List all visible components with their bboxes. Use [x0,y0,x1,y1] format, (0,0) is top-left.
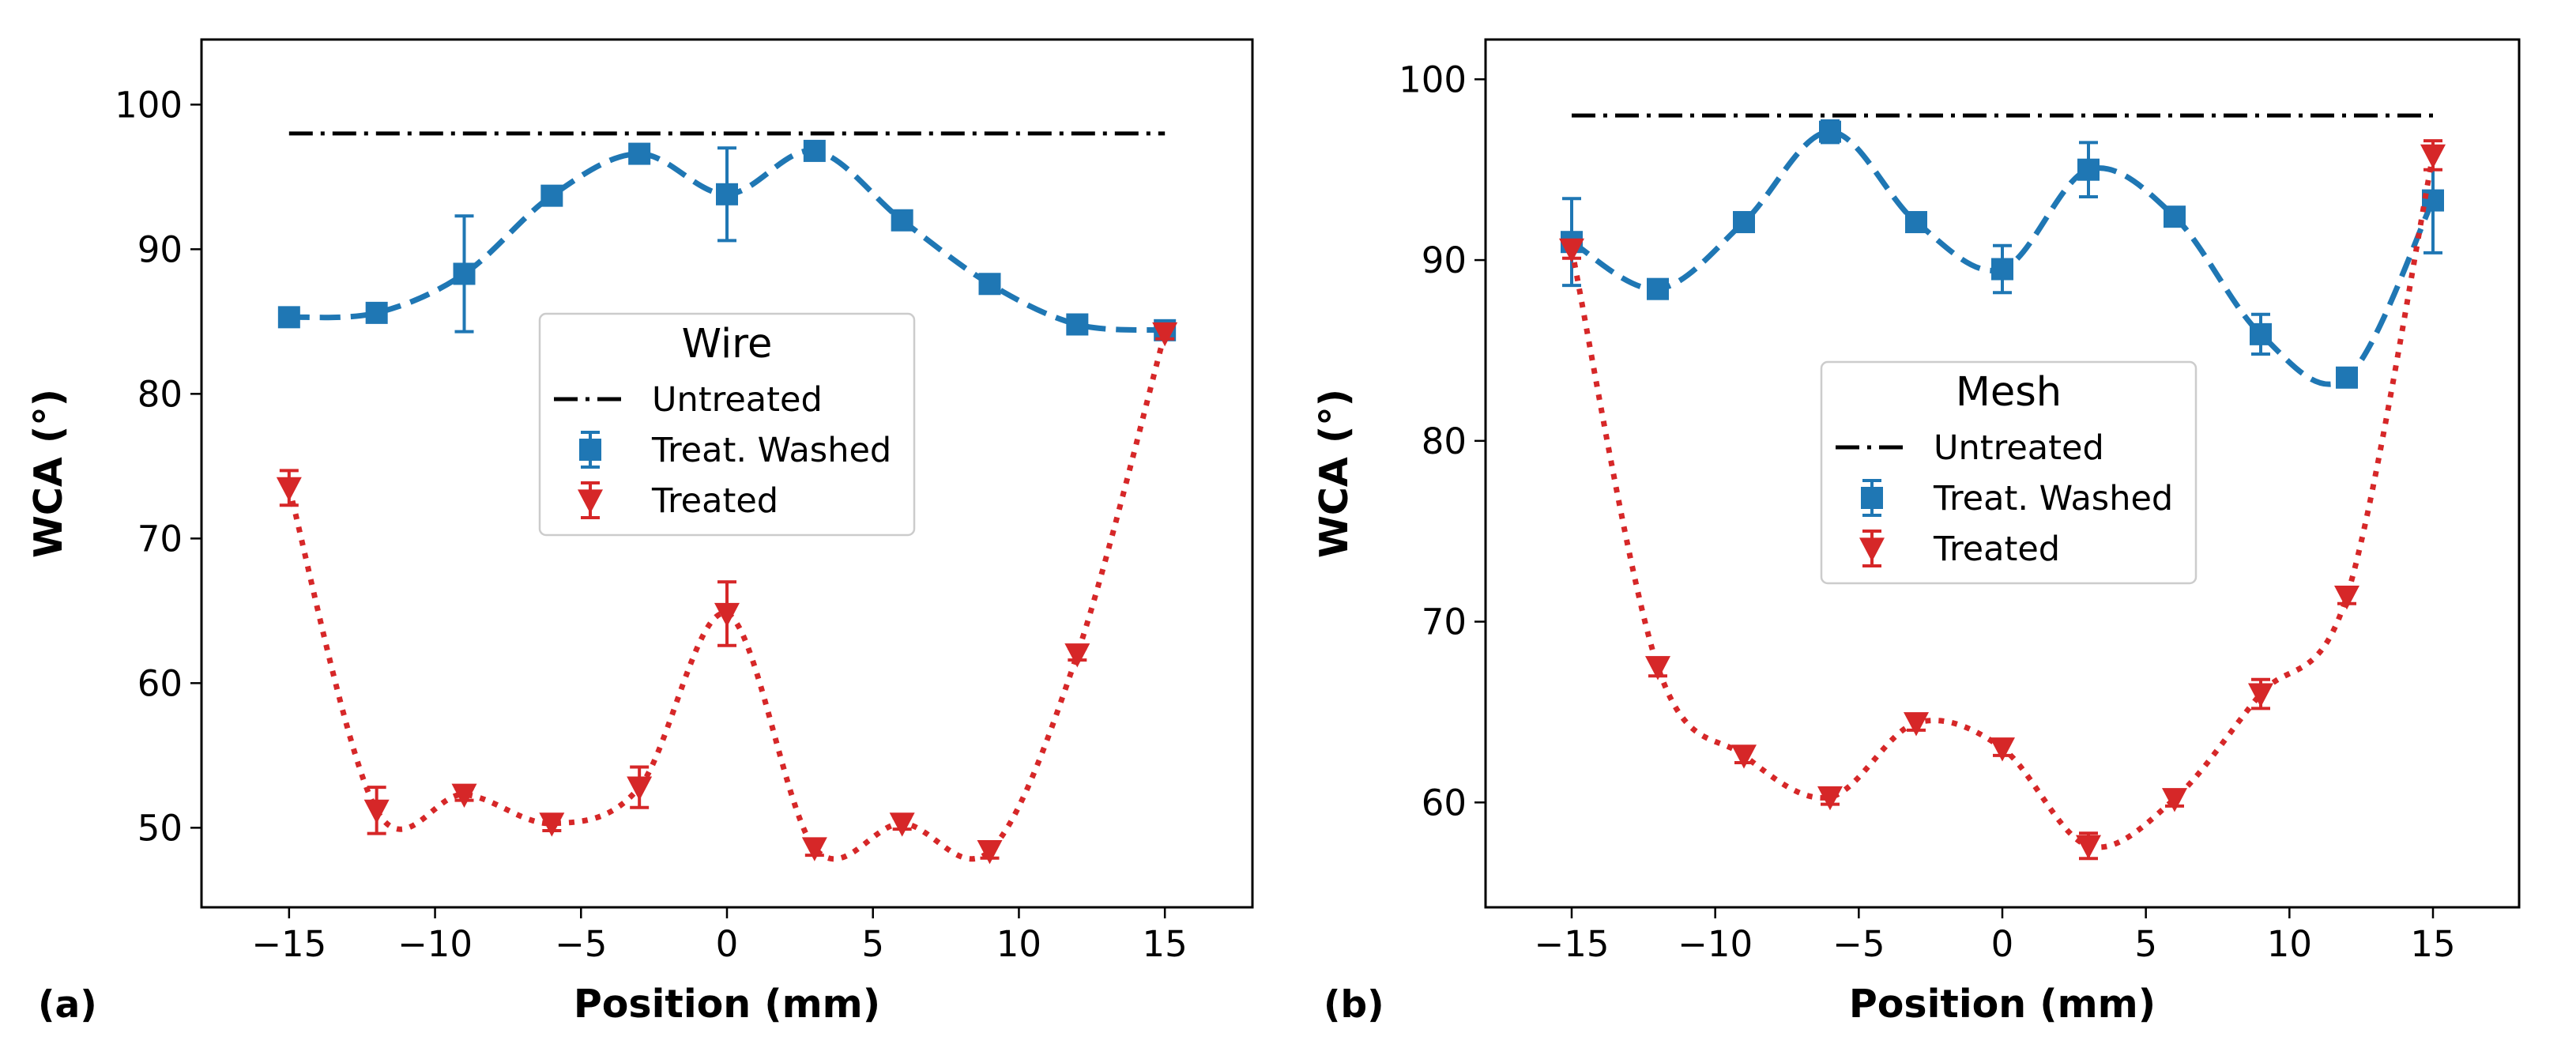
data-point [363,799,390,824]
data-point [1647,277,1669,300]
data-point [1904,712,1929,737]
legend-title: Mesh [1956,369,2062,416]
x-tick-label: 5 [2134,923,2157,965]
y-tick-label: 70 [137,518,183,560]
chart-panel-2: −15 −10 −5 0 5 10 15 60 70 80 90 100 Position (mm) WC… [1312,38,2521,1027]
data-point [891,209,913,232]
y-tick-label: 90 [137,228,183,270]
x-tick-label: 5 [861,923,884,965]
data-point [803,139,826,162]
y-tick-label: 70 [1422,601,1467,643]
x-tick-label: −10 [1678,923,1753,965]
legend-marker [579,439,601,461]
data-point [277,306,300,329]
data-point [977,840,1003,865]
chart-panel-1: −15 −10 −5 0 5 10 15 50 60 70 80 90 100 Position (mm)… [26,38,1254,1027]
y-tick-label: 90 [1422,239,1467,281]
data-point [2164,205,2186,228]
data-point [2076,835,2101,860]
data-point [1152,322,1178,347]
data-point [1559,238,1584,263]
legend-label: Treat. Washed [651,431,891,470]
data-point [1817,786,1843,811]
data-point [1645,656,1670,680]
legend-label: Treat. Washed [1933,479,2173,518]
panel-label: (a) [38,983,97,1027]
y-tick-label: 50 [137,807,183,849]
legend-label: Treated [1933,530,2060,569]
legend: Wire Untreated Treat. Washed Treated [538,312,916,537]
data-point [978,273,1001,296]
y-tick-label: 80 [1422,420,1467,462]
x-tick-label: −15 [251,923,326,965]
x-axis-label: Position (mm) [574,982,880,1027]
x-tick-label: 0 [1991,923,2014,965]
data-point [1991,258,2013,281]
y-tick-label: 100 [1399,58,1467,100]
data-point [714,602,740,628]
series-treated [1559,139,2446,861]
data-point [1733,211,1755,234]
series-line [286,332,1168,862]
data-point [1905,211,1927,234]
data-point [1819,120,1841,143]
data-point [2334,585,2359,610]
legend-marker [1859,537,1885,562]
x-tick-label: 10 [996,923,1041,965]
legend-title: Wire [682,321,773,368]
data-point [2077,158,2100,181]
y-axis-label: WCA (°) [26,389,71,558]
x-tick-label: 15 [2410,923,2455,965]
axes-frame [1484,38,2521,909]
legend-box [538,312,916,537]
y-tick-label: 80 [137,373,183,415]
y-tick-label: 60 [137,662,183,704]
data-point [716,183,738,205]
data-point [365,301,388,324]
data-point [451,783,477,809]
series-treat-washed [277,139,1177,341]
legend-label: Untreated [652,380,823,420]
x-axis-label: Position (mm) [1849,982,2156,1027]
data-point [2162,788,2187,812]
series-treat-washed [1561,119,2444,389]
x-tick-label: −10 [397,923,473,965]
data-point [1731,744,1757,769]
data-point [453,262,476,285]
x-tick-label: −15 [1535,923,1610,965]
x-tick-label: 0 [716,923,739,965]
y-axis-label: WCA (°) [1312,389,1357,558]
data-point [628,142,651,165]
data-point [801,837,827,861]
data-point [2248,683,2273,707]
data-point [1990,737,2015,762]
panel-label: (b) [1324,983,1384,1027]
legend-marker [1861,487,1883,509]
legend-box [1820,360,2198,585]
y-tick-label: 100 [115,84,183,126]
data-point [627,776,653,801]
legend-label: Treated [651,481,778,521]
series-treated [276,322,1178,865]
data-point [1064,643,1090,668]
x-tick-label: −5 [1832,923,1885,965]
x-tick-label: 10 [2267,923,2312,965]
y-tick-label: 60 [1422,782,1467,824]
legend: Mesh Untreated Treat. Washed Treated [1820,360,2198,585]
data-point [889,812,915,837]
data-point [2336,366,2358,389]
x-tick-label: 15 [1143,923,1188,965]
data-point [540,184,563,207]
x-tick-label: −5 [555,923,607,965]
data-point [276,477,302,502]
data-point [2250,322,2272,345]
data-point [1066,313,1089,336]
data-point [539,812,565,837]
series-line [1569,154,2436,850]
axes-frame [200,38,1254,909]
data-point [2420,144,2446,169]
legend-label: Untreated [1934,428,2104,468]
legend-marker [578,489,603,514]
